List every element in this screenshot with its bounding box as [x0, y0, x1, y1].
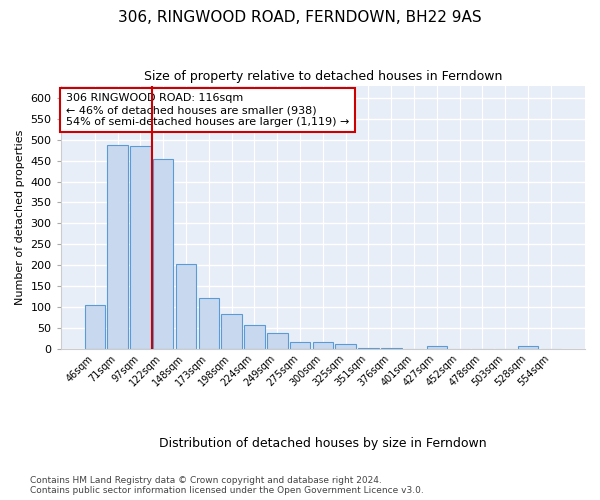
Bar	[130, 146, 151, 348]
Bar	[199, 298, 219, 348]
Bar	[244, 324, 265, 348]
Bar	[221, 314, 242, 348]
Y-axis label: Number of detached properties: Number of detached properties	[15, 130, 25, 304]
Bar	[427, 346, 447, 348]
Bar	[176, 264, 196, 348]
Bar	[153, 160, 173, 348]
Text: 306, RINGWOOD ROAD, FERNDOWN, BH22 9AS: 306, RINGWOOD ROAD, FERNDOWN, BH22 9AS	[118, 10, 482, 25]
Text: 306 RINGWOOD ROAD: 116sqm
← 46% of detached houses are smaller (938)
54% of semi: 306 RINGWOOD ROAD: 116sqm ← 46% of detac…	[66, 94, 349, 126]
Bar	[85, 304, 105, 348]
Bar	[518, 346, 538, 348]
Bar	[267, 333, 287, 348]
Bar	[290, 342, 310, 348]
Title: Size of property relative to detached houses in Ferndown: Size of property relative to detached ho…	[143, 70, 502, 83]
Bar	[313, 342, 333, 348]
Bar	[335, 344, 356, 348]
Text: Contains HM Land Registry data © Crown copyright and database right 2024.
Contai: Contains HM Land Registry data © Crown c…	[30, 476, 424, 495]
Bar	[107, 145, 128, 348]
X-axis label: Distribution of detached houses by size in Ferndown: Distribution of detached houses by size …	[159, 437, 487, 450]
